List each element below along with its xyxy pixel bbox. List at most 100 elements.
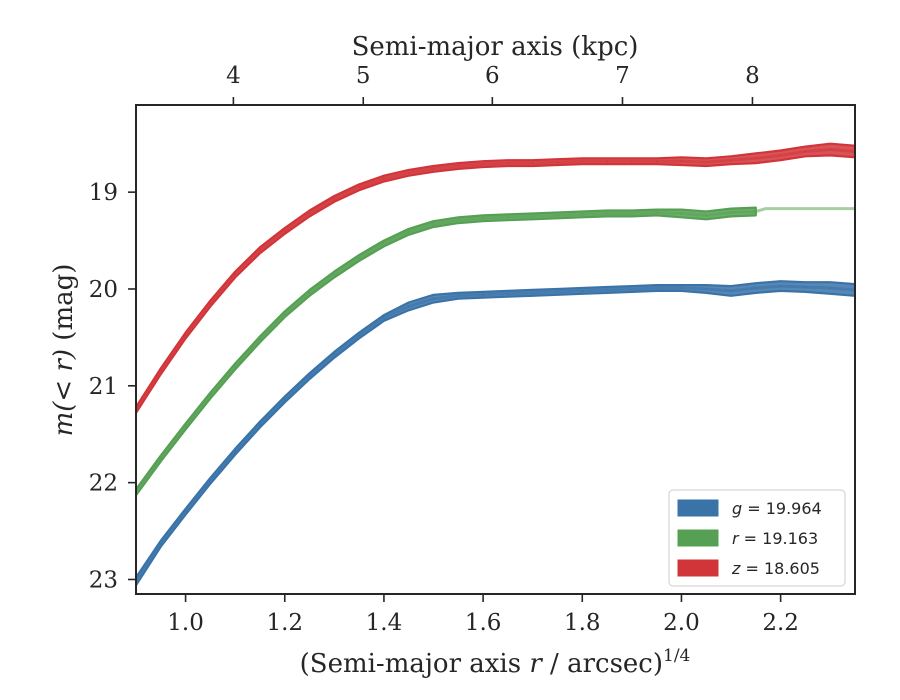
series-r-point: [755, 210, 757, 213]
series-g-point: [755, 287, 757, 289]
series-g-point: [829, 287, 831, 289]
series-r-point: [234, 365, 236, 368]
series-r-point: [333, 273, 336, 276]
series-r-point: [284, 313, 286, 316]
y-axis-title-unit: (mag): [49, 264, 79, 349]
series-r-band: [136, 206, 757, 497]
x-tick-label: 2.2: [762, 610, 799, 636]
top-tick-label: 6: [485, 63, 500, 89]
series-z-point: [655, 160, 658, 162]
series-z-band: [136, 142, 855, 414]
series-z-model-line: [136, 148, 855, 411]
series-g-point: [655, 287, 658, 289]
y-tick-label: 23: [89, 567, 118, 593]
top-tick-label: 7: [615, 63, 630, 89]
series-r-point: [308, 292, 311, 294]
left-axis-ticks: 19 20 21 22 23: [89, 180, 136, 593]
series-g-point: [779, 285, 782, 287]
series-z-point: [184, 334, 187, 337]
series-z-point: [308, 212, 311, 215]
series-g-point: [234, 450, 236, 453]
series-g-point: [531, 292, 534, 294]
series-g-point: [556, 291, 559, 293]
x-tick-label: 1.0: [167, 610, 204, 636]
series-r-point: [457, 219, 460, 221]
top-tick-label: 5: [356, 63, 371, 89]
series-g-point: [804, 286, 807, 288]
series-z-point: [259, 249, 261, 251]
series-z-point: [209, 302, 212, 305]
series-r-point: [606, 212, 608, 215]
series-g-point: [333, 354, 336, 356]
series-z-point: [705, 161, 707, 163]
series-g-point: [730, 290, 732, 292]
series-g-band: [136, 280, 855, 587]
x-axis-title-prefix: (Semi-major axis: [300, 649, 530, 679]
series-g: [136, 280, 855, 587]
series-z-point: [507, 162, 509, 164]
series-g-point: [680, 287, 683, 289]
y-axis-title-var: m(< r): [49, 349, 79, 436]
bottom-axis-ticks: 1.0 1.2 1.4 1.6 1.8 2.0 2.2: [167, 594, 799, 636]
top-tick-label: 4: [226, 63, 241, 89]
x-axis-title-exponent: 1/4: [663, 646, 690, 666]
top-tick-label: 8: [745, 63, 760, 89]
series-r-point: [184, 425, 187, 428]
series-r-point: [383, 242, 385, 245]
series-r-point: [482, 217, 484, 220]
series-z: [136, 142, 855, 414]
x-tick-label: 1.2: [266, 610, 303, 636]
series-z-point: [779, 154, 782, 157]
series-r-point: [407, 231, 410, 233]
series-r-point: [358, 257, 360, 259]
series-z-point: [755, 157, 757, 160]
series-g-point: [383, 317, 385, 319]
series-r-point: [160, 457, 162, 460]
series-g-point: [432, 297, 435, 300]
series-g-point: [457, 295, 460, 297]
series-g-point: [581, 290, 584, 292]
series-r-point: [655, 211, 658, 214]
series-layer: [136, 142, 855, 587]
series-g-point: [284, 398, 286, 401]
series-r-point: [730, 211, 732, 214]
x-axis-title: (Semi-major axis r / arcsec)1/4: [300, 646, 691, 679]
series-g-point: [358, 334, 360, 337]
series-z-point: [680, 160, 683, 162]
y-tick-label: 21: [89, 374, 118, 400]
series-g-point: [160, 542, 162, 545]
series-z-point: [407, 172, 410, 174]
series-z-point: [804, 150, 807, 153]
series-g-point: [507, 293, 509, 295]
series-z-point: [284, 230, 286, 232]
series-r-point: [581, 213, 584, 216]
series-r-model-line: [136, 207, 855, 494]
y-tick-label: 20: [89, 277, 118, 303]
series-z-point: [581, 160, 584, 162]
legend-swatch-g: [677, 499, 719, 517]
x-axis-title-suffix: / arcsec): [542, 649, 663, 679]
series-z-point: [631, 160, 633, 162]
series-r-point: [705, 214, 707, 217]
legend-label-r: r = 19.163: [732, 529, 818, 548]
series-r-point: [432, 223, 435, 225]
series-z-point: [482, 163, 484, 165]
y-tick-label: 19: [89, 180, 118, 206]
y-tick-label: 22: [89, 471, 118, 497]
series-r-point: [631, 212, 633, 215]
series-z-point: [234, 273, 236, 276]
series-g-point: [705, 288, 707, 290]
plot-frame: [135, 104, 856, 595]
x-tick-label: 1.4: [366, 610, 403, 636]
series-g-point: [606, 289, 608, 291]
y-axis-title: m(< r) (mag): [49, 264, 79, 437]
x-tick-label: 2.0: [663, 610, 700, 636]
series-r-point: [209, 394, 212, 397]
legend: g = 19.964 r = 19.163 z = 18.605: [668, 489, 846, 587]
series-z-point: [432, 168, 435, 170]
series-z-point: [606, 160, 608, 162]
series-g-point: [308, 375, 311, 377]
series-z-point: [829, 148, 831, 151]
legend-label-g: g = 19.964: [732, 499, 822, 518]
